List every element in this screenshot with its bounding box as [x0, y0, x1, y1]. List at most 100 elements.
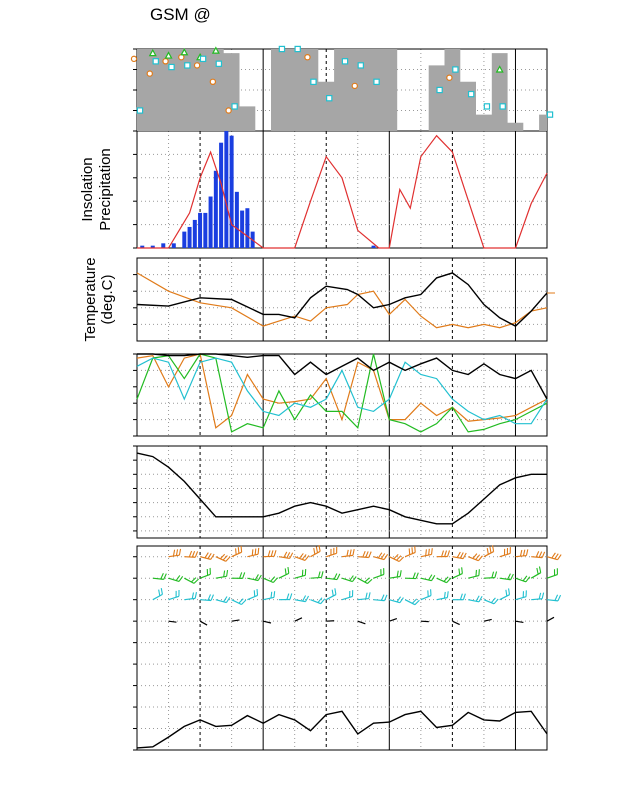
cloud-point-high — [225, 107, 232, 114]
wind-barb-feather — [287, 567, 290, 574]
wind-barb — [231, 619, 240, 622]
wind-barb — [515, 575, 531, 583]
wind-barb-feather — [191, 592, 195, 599]
cloud-point-low — [373, 78, 380, 85]
wind-barb-feather — [317, 571, 321, 578]
wind-barb-shaft — [420, 577, 432, 582]
wind-barb-shaft — [199, 620, 208, 626]
wind-barb — [357, 550, 372, 559]
y-axis-label-unit: (deg.C) — [99, 274, 116, 324]
wind-barb-feather — [503, 548, 506, 556]
precip-bar — [198, 212, 203, 248]
cloud-point-low — [184, 62, 191, 69]
wind-barb-feather — [396, 570, 399, 578]
wind-barb-feather — [414, 599, 420, 606]
wind-barb-shaft — [341, 577, 353, 583]
wind-barb-shaft — [278, 572, 290, 579]
precip-bar — [371, 245, 376, 248]
wind-barb-feather — [506, 548, 509, 555]
wind-barb-shaft — [373, 599, 385, 602]
precip-bar — [213, 170, 218, 248]
cloud-point-high — [351, 82, 358, 90]
wind-barb-feather — [525, 576, 531, 583]
wind-barb-feather — [351, 590, 354, 597]
wind-barb-shaft — [325, 594, 337, 601]
wind-barb — [420, 589, 432, 601]
wind-barb — [357, 592, 371, 601]
wind-barb-feather — [431, 574, 436, 581]
wind-barb — [200, 594, 214, 602]
wind-barb-shaft — [215, 599, 227, 604]
wind-barb-shaft — [483, 599, 495, 605]
wind-barb-feather — [459, 593, 463, 600]
cloud-point-low — [310, 78, 317, 85]
wind-barb-feather — [462, 593, 466, 600]
precip-bar — [224, 131, 229, 248]
cloud-point-high — [178, 54, 185, 61]
wind-barb-feather — [461, 567, 463, 574]
cloud-point-high — [162, 58, 169, 65]
wind-barb-feather — [320, 571, 324, 578]
wind-barb — [231, 572, 246, 579]
wind-barb-shaft — [468, 599, 480, 603]
wind-barb — [199, 620, 208, 626]
wind-barb — [215, 553, 231, 562]
wind-barb — [231, 545, 243, 558]
wind-barb-feather — [240, 545, 243, 553]
wind-barb-feather — [178, 548, 182, 556]
wind-barb-shaft — [373, 573, 385, 579]
wind-barb-shaft — [436, 597, 448, 601]
wind-barb-shaft — [341, 595, 353, 601]
wind-barb-feather — [522, 549, 526, 556]
wind-barb — [247, 589, 259, 601]
wind-barb-feather — [377, 552, 383, 559]
wind-barb — [467, 553, 483, 562]
wind-barb-feather — [383, 553, 389, 560]
wind-barb-shaft — [515, 620, 524, 624]
wind-barb — [263, 550, 277, 558]
wind-barb-feather — [349, 549, 352, 556]
wind-barb-feather — [535, 551, 540, 558]
wind-barb-feather — [398, 556, 405, 562]
data-layer — [130, 45, 562, 749]
wind-barb-feather — [491, 571, 495, 578]
wind-barb — [389, 618, 398, 622]
wind-barb-feather — [431, 548, 433, 555]
wind-barb-feather — [462, 552, 467, 559]
wind-barb-feather — [472, 553, 478, 559]
cloud-point-low — [357, 62, 364, 69]
wind-barb-shaft — [389, 575, 401, 579]
wind-barb — [184, 550, 199, 558]
wind-barb-feather — [272, 577, 278, 583]
wind-barb-feather — [301, 554, 307, 560]
wind-barb-feather — [411, 598, 418, 604]
wind-barb-feather — [346, 549, 349, 557]
wind-barb-feather — [383, 568, 385, 575]
cloud-point-low — [294, 45, 301, 53]
cloud-point-low — [467, 90, 475, 98]
wind-barb-shaft — [404, 599, 416, 606]
wind-barb — [405, 572, 419, 580]
wind-barb-feather — [447, 550, 451, 557]
wind-barb-feather — [475, 569, 477, 577]
wind-barb-shaft — [546, 599, 559, 602]
cloud-point-high — [209, 78, 217, 86]
wind-barb-feather — [541, 592, 545, 599]
wind-barb-feather — [536, 567, 539, 575]
wind-barb-feather — [414, 546, 416, 553]
cloud-point-low — [278, 45, 286, 53]
wind-barb-shaft — [294, 599, 306, 603]
wind-barb-feather — [380, 569, 382, 576]
wind-barb — [389, 570, 402, 579]
wind-barb-feather — [254, 574, 259, 581]
wind-barb — [483, 618, 492, 622]
wind-barb-feather — [273, 550, 277, 557]
wind-barb — [325, 588, 337, 601]
wind-barb-feather — [475, 595, 480, 602]
cloud-point-low — [483, 103, 491, 110]
wind-barb — [515, 620, 524, 624]
wind-barb-feather — [253, 590, 256, 597]
insolation-line — [137, 134, 548, 249]
wind-barb-feather — [393, 553, 399, 560]
precip-bar — [234, 191, 239, 248]
